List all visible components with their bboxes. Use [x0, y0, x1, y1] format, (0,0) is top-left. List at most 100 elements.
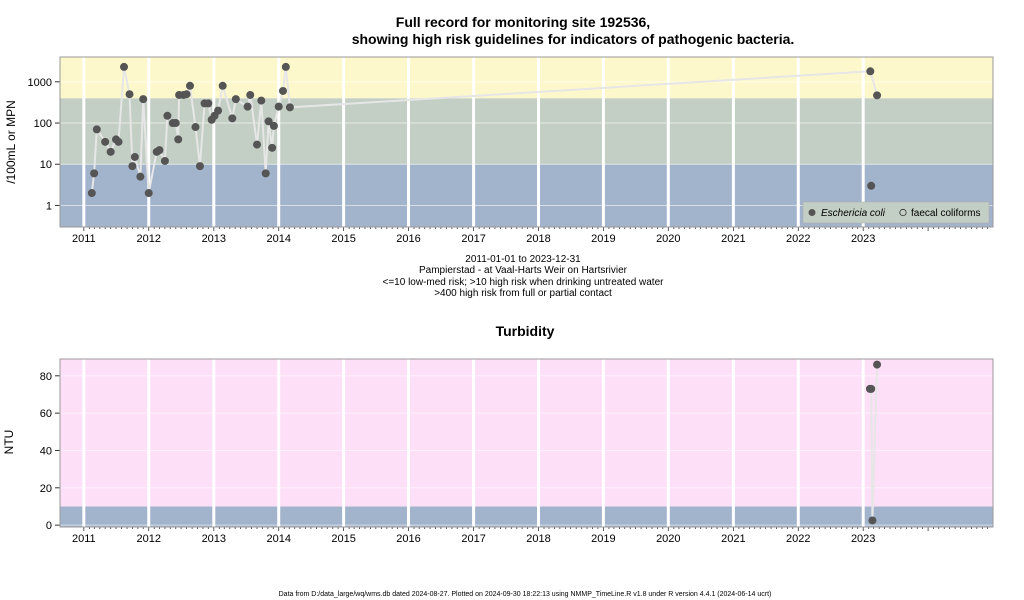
- turbidity-panel: 2011 2012 2013 2014 2015 2016 2017 2018 2019 2020…: [40, 358, 994, 545]
- x-tick-label: 2011: [72, 233, 96, 245]
- x-tick-label: 2023: [851, 233, 875, 245]
- x-tick-label: 2015: [331, 533, 355, 545]
- data-point: [253, 140, 262, 149]
- data-point: [144, 189, 153, 198]
- data-point: [268, 143, 277, 152]
- legend-ecoli-label: Eschericia coli: [821, 208, 886, 219]
- data-point: [128, 162, 137, 171]
- x-tick-label: 2023: [851, 533, 875, 545]
- plot-border: [59, 358, 994, 528]
- x-tick-label: 2020: [656, 533, 680, 545]
- x-tick-label: 2012: [136, 533, 160, 545]
- data-point: [231, 95, 240, 104]
- x-tick-label: 2021: [721, 533, 745, 545]
- data-point: [228, 114, 237, 123]
- data-point: [130, 152, 139, 161]
- y-tick-label: 60: [40, 408, 52, 420]
- x-tick-label: 2022: [786, 233, 810, 245]
- x-tick-label: 2012: [136, 233, 160, 245]
- data-point: [274, 102, 283, 111]
- data-point: [246, 90, 255, 99]
- x-tick-label: 2022: [786, 533, 810, 545]
- y-tick-label: 40: [40, 445, 52, 457]
- data-point: [873, 91, 882, 100]
- data-point: [174, 135, 183, 144]
- data-point: [866, 67, 875, 76]
- data-point: [191, 123, 200, 132]
- x-tick-label: 2017: [461, 533, 485, 545]
- x-tick-label: 2019: [591, 533, 615, 545]
- risk-low-caption: <=10 low-med risk; >10 high risk when dr…: [383, 277, 665, 288]
- x-tick-label: 2017: [461, 233, 485, 245]
- data-point: [171, 119, 180, 128]
- chart-title-line2: showing high risk guidelines for indicat…: [352, 31, 795, 47]
- data-point: [243, 102, 252, 111]
- x-tick-label: 2016: [396, 233, 420, 245]
- location-caption: Pampierstad - at Vaal-Harts Weir on Hart…: [419, 265, 628, 276]
- y-tick-label: 100: [34, 118, 52, 130]
- data-point: [90, 169, 99, 178]
- data-point: [873, 360, 882, 369]
- data-point: [214, 106, 223, 115]
- data-point: [269, 121, 278, 130]
- data-point: [101, 137, 110, 146]
- data-point: [114, 137, 123, 146]
- turbidity-y-axis-label: NTU: [2, 430, 16, 455]
- data-point: [278, 86, 287, 95]
- x-tick-label: 2013: [202, 233, 226, 245]
- footer-note: Data from D:/data_large/wq/wms.db dated …: [279, 591, 772, 598]
- data-point: [92, 125, 101, 134]
- risk-band-2: [60, 57, 993, 99]
- data-point: [257, 96, 266, 105]
- data-point: [120, 62, 129, 71]
- data-point: [261, 169, 270, 178]
- y-tick-label: 10: [40, 159, 52, 171]
- data-point: [87, 189, 96, 198]
- data-point: [155, 146, 164, 155]
- data-point: [195, 162, 204, 171]
- data-point: [867, 384, 876, 393]
- data-point: [125, 90, 134, 99]
- date-range-caption: 2011-01-01 to 2023-12-31: [465, 254, 581, 265]
- legend-faecal-label: faecal coliforms: [911, 208, 980, 219]
- legend-box: [802, 201, 990, 224]
- data-point: [218, 81, 227, 90]
- y-tick-label: 80: [40, 371, 52, 383]
- risk-band-0: [60, 506, 993, 527]
- y-tick-label: 1000: [28, 77, 52, 89]
- y-tick-label: 1: [46, 200, 52, 212]
- data-point: [185, 81, 194, 90]
- data-point: [204, 99, 213, 108]
- x-tick-label: 2015: [331, 233, 355, 245]
- x-tick-label: 2011: [72, 533, 96, 545]
- x-tick-label: 2018: [526, 533, 550, 545]
- x-tick-label: 2013: [202, 533, 226, 545]
- x-tick-label: 2014: [266, 233, 290, 245]
- x-tick-label: 2019: [591, 233, 615, 245]
- plot-border: [59, 56, 994, 228]
- data-point: [136, 172, 145, 181]
- x-tick-label: 2018: [526, 233, 550, 245]
- y-tick-label: 0: [46, 520, 52, 532]
- bacteria-panel: 2011 2012 2013 2014 2015 2016 2017 2018 2019 2020…: [28, 56, 994, 245]
- data-point: [867, 181, 876, 190]
- bacteria-y-axis-label: /100mL or MPN: [4, 100, 18, 184]
- data-point: [106, 147, 115, 156]
- x-tick-label: 2020: [656, 233, 680, 245]
- risk-high-caption: >400 high risk from full or partial cont…: [434, 288, 612, 299]
- chart-title-line1: Full record for monitoring site 192536,: [396, 14, 650, 30]
- data-point: [285, 103, 294, 112]
- data-point: [182, 90, 191, 99]
- legend-faecal-marker: [899, 208, 907, 217]
- data-point: [264, 117, 273, 126]
- data-point: [163, 111, 172, 120]
- data-point: [139, 95, 148, 104]
- x-tick-label: 2016: [396, 533, 420, 545]
- risk-band-1: [60, 359, 993, 507]
- x-tick-label: 2021: [721, 233, 745, 245]
- data-point: [868, 516, 877, 525]
- y-tick-label: 20: [40, 483, 52, 495]
- legend-ecoli-marker: [808, 209, 816, 216]
- data-point: [160, 156, 169, 165]
